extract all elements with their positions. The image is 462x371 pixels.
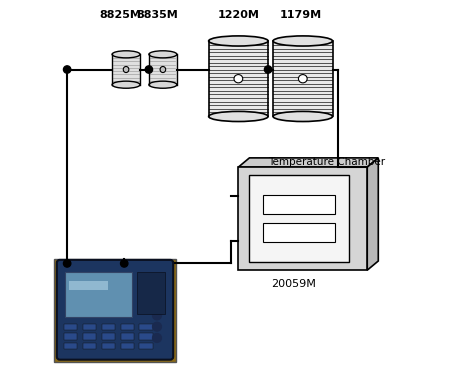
Circle shape [63, 66, 71, 73]
Ellipse shape [273, 36, 333, 46]
Circle shape [63, 260, 71, 267]
Bar [64, 343, 78, 349]
Ellipse shape [149, 51, 177, 58]
FancyBboxPatch shape [57, 260, 173, 359]
Ellipse shape [160, 66, 166, 73]
Bar [102, 324, 115, 331]
Ellipse shape [209, 111, 268, 122]
Circle shape [152, 311, 161, 320]
Bar [69, 281, 109, 290]
Bar [83, 333, 96, 340]
Bar [102, 343, 115, 349]
Bar [102, 333, 115, 340]
Ellipse shape [209, 36, 268, 46]
Bar [83, 343, 96, 349]
Circle shape [121, 260, 128, 267]
Ellipse shape [123, 66, 129, 73]
Circle shape [145, 66, 152, 73]
Bar [209, 41, 268, 116]
Bar [137, 272, 165, 315]
Ellipse shape [112, 81, 140, 88]
Bar [140, 324, 152, 331]
Circle shape [152, 334, 161, 342]
Bar [65, 272, 132, 317]
Ellipse shape [112, 51, 140, 58]
FancyBboxPatch shape [149, 54, 177, 85]
Ellipse shape [273, 111, 333, 122]
Text: 1179M: 1179M [280, 10, 322, 20]
Bar [54, 259, 176, 362]
Bar [121, 343, 134, 349]
Ellipse shape [298, 75, 307, 83]
Bar [64, 333, 78, 340]
Text: 8825M: 8825M [100, 10, 141, 20]
Polygon shape [367, 158, 378, 270]
Circle shape [264, 66, 272, 73]
Text: 20059M: 20059M [271, 279, 316, 289]
Text: 1220M: 1220M [218, 10, 259, 20]
Bar [140, 343, 152, 349]
Circle shape [152, 322, 161, 331]
Bar [121, 333, 134, 340]
Bar [64, 324, 78, 331]
Polygon shape [238, 158, 378, 167]
Bar [83, 324, 96, 331]
Bar [121, 324, 134, 331]
Bar [263, 223, 335, 242]
Bar [140, 333, 152, 340]
Bar [249, 175, 349, 262]
Text: 8835M: 8835M [136, 10, 178, 20]
FancyBboxPatch shape [112, 54, 140, 85]
Bar [263, 195, 335, 214]
Text: Temperature Chamber: Temperature Chamber [268, 157, 385, 167]
Bar [238, 167, 367, 270]
Ellipse shape [149, 81, 177, 88]
Bar [273, 41, 333, 116]
Ellipse shape [234, 75, 243, 83]
